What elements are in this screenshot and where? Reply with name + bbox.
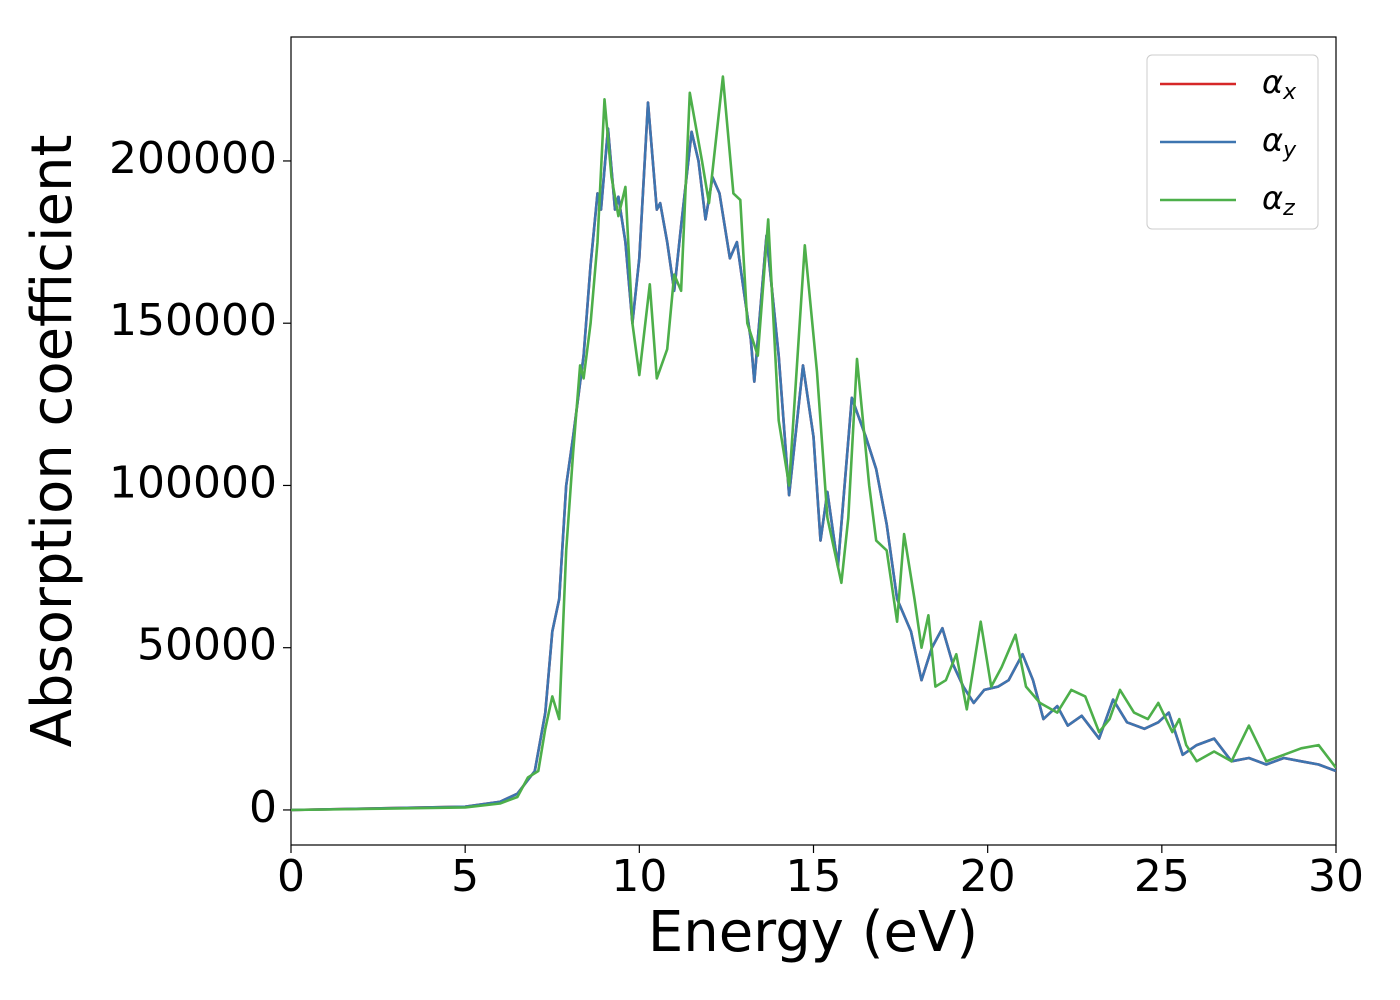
y-tick-label: 50000 (137, 620, 277, 671)
x-tick-label: 0 (277, 851, 305, 902)
y-tick-label: 150000 (109, 295, 277, 346)
legend-label: αy (1262, 121, 1297, 163)
x-tick-label: 30 (1308, 851, 1364, 902)
y-axis-label: Absorption coefficient (20, 135, 85, 748)
y-tick-label: 0 (249, 782, 277, 833)
series-line (291, 101, 1336, 812)
y-tick-label: 100000 (109, 457, 277, 508)
y-tick-label: 200000 (109, 133, 277, 184)
x-tick-label: 15 (786, 851, 842, 902)
x-axis-label: Energy (eV) (648, 900, 978, 965)
legend-label: αz (1262, 179, 1295, 221)
x-tick-label: 25 (1134, 851, 1190, 902)
x-tick-label: 20 (960, 851, 1016, 902)
x-tick-label: 5 (451, 851, 479, 902)
legend-label: αx (1262, 63, 1297, 105)
x-tick-label: 10 (611, 851, 667, 902)
series-line (291, 75, 1336, 812)
